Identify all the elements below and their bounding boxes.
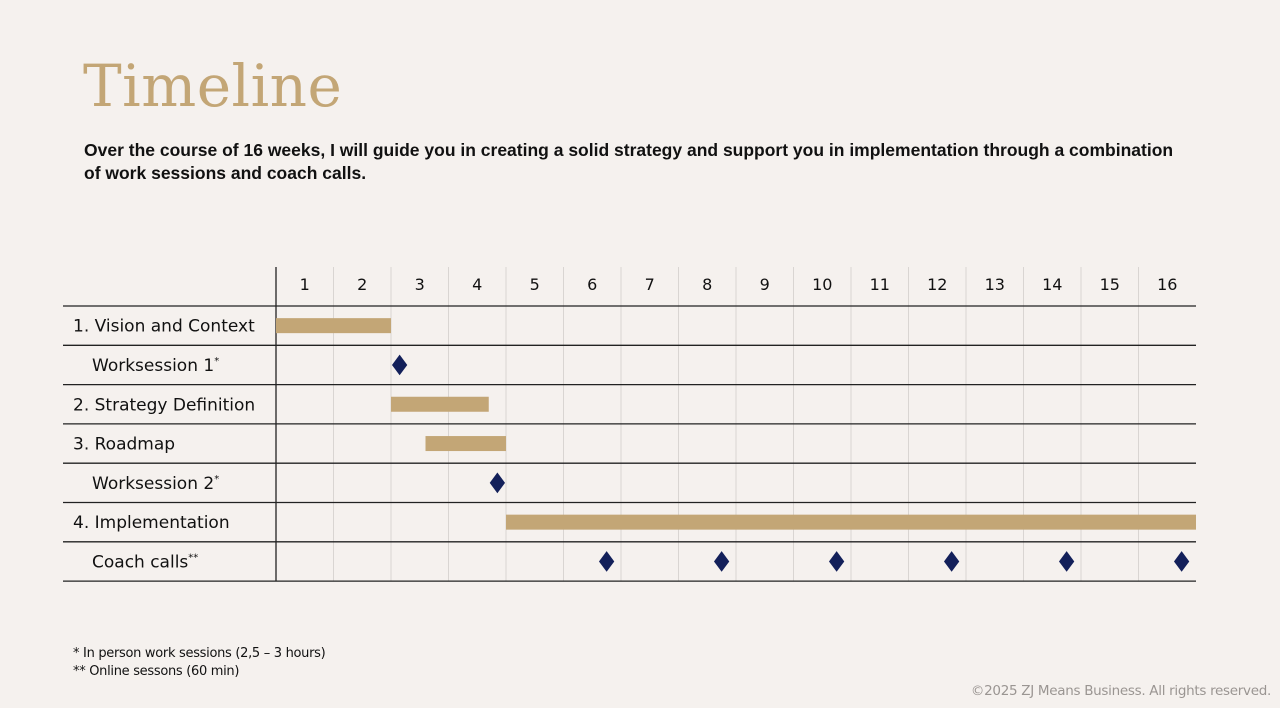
- week-label: 3: [415, 275, 425, 294]
- row-label: Worksession 1*: [92, 356, 219, 376]
- week-label: 8: [702, 275, 712, 294]
- week-label: 7: [645, 275, 655, 294]
- week-label: 1: [300, 275, 310, 294]
- row-label: 4. Implementation: [73, 513, 230, 533]
- milestone-diamond: [943, 551, 960, 572]
- milestone-diamond: [713, 551, 730, 572]
- week-label: 13: [985, 275, 1005, 294]
- week-label: 9: [760, 275, 770, 294]
- week-label: 16: [1157, 275, 1177, 294]
- row-label: 2. Strategy Definition: [73, 395, 255, 415]
- milestone-diamond: [828, 551, 845, 572]
- timeline-bar: [506, 514, 1196, 530]
- copyright-notice: ©2025 ZJ Means Business. All rights rese…: [970, 683, 1271, 699]
- week-label: 11: [870, 275, 890, 294]
- week-label: 12: [927, 275, 947, 294]
- milestone-diamond: [598, 551, 615, 572]
- page-subtitle: Over the course of 16 weeks, I will guid…: [84, 140, 1174, 183]
- timeline-bar: [425, 436, 506, 452]
- week-label: 10: [812, 275, 832, 294]
- week-label: 2: [357, 275, 367, 294]
- row-label: Coach calls**: [92, 552, 198, 572]
- milestone-diamond: [1058, 551, 1075, 572]
- row-label: 3. Roadmap: [73, 435, 175, 455]
- page-title: Timeline: [83, 52, 343, 120]
- milestone-diamond: [1173, 551, 1190, 572]
- footnotes: * In person work sessions (2,5 – 3 hours…: [73, 645, 326, 681]
- timeline-bar: [391, 396, 489, 412]
- row-label: 1. Vision and Context: [73, 317, 255, 337]
- week-label: 5: [530, 275, 540, 294]
- footnote-online-sessions: ** Online sessons (60 min): [73, 664, 240, 679]
- row-label: Worksession 2*: [92, 474, 219, 494]
- milestone-diamond: [391, 354, 408, 376]
- week-label: 6: [587, 275, 597, 294]
- week-label: 4: [472, 275, 482, 294]
- week-label: 14: [1042, 275, 1062, 294]
- week-label: 15: [1100, 275, 1120, 294]
- milestone-diamond: [489, 472, 506, 494]
- timeline-bar: [276, 318, 391, 334]
- footnote-work-sessions: * In person work sessions (2,5 – 3 hours…: [73, 646, 326, 661]
